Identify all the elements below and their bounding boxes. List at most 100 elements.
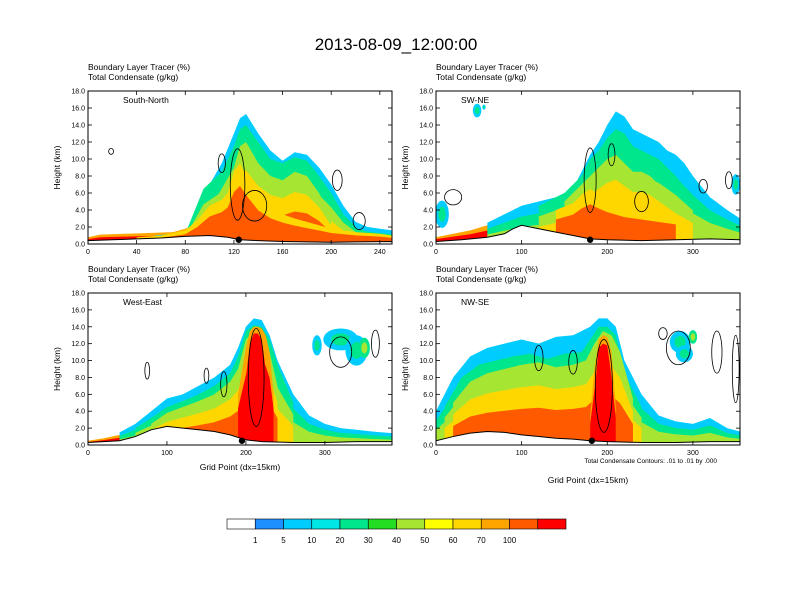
panels: 0.0 2.0 4.0 6.0 8.0 10.0 12.0 14.0 16.0 18.0 0 40 80… xyxy=(52,62,741,485)
x-tick-label: 0 xyxy=(434,450,438,457)
tracer-blob-core-2 xyxy=(679,349,690,359)
y-tick-label: 12.0 xyxy=(419,341,433,348)
panel-header-line-1: Total Condensate (g/kg) xyxy=(88,72,178,82)
plot-area xyxy=(88,293,392,445)
plot-area xyxy=(436,293,740,445)
x-tick-label: 0 xyxy=(86,450,90,457)
plot-area xyxy=(436,91,740,244)
y-tick-label: 16.0 xyxy=(419,106,433,113)
panel-name: SW-NE xyxy=(461,95,490,105)
condensate-contour-3 xyxy=(242,190,268,222)
y-axis-label: Height (km) xyxy=(400,145,410,189)
panel-header-line-0: Boundary Layer Tracer (%) xyxy=(436,62,538,72)
condensate-contour-3 xyxy=(444,189,463,206)
x-tick-label: 100 xyxy=(161,450,173,457)
tracer-plume-5-band-1 xyxy=(555,204,676,244)
plot-area xyxy=(88,91,420,244)
y-tick-label: 4.0 xyxy=(75,409,85,416)
contour-note: Total Condensate Contours: .01 to .01 by… xyxy=(584,458,717,465)
panel-header-line-0: Boundary Layer Tracer (%) xyxy=(436,264,538,274)
panel-header-line-0: Boundary Layer Tracer (%) xyxy=(88,62,190,72)
condensate-contour-0 xyxy=(247,328,265,427)
x-tick-label: 100 xyxy=(516,450,528,457)
panel-name: NW-SE xyxy=(461,297,490,307)
colorbar-swatch-2 xyxy=(283,518,313,530)
tracer-blob-core-3 xyxy=(733,178,739,191)
x-tick-label: 100 xyxy=(516,249,528,256)
x-tick-label: 80 xyxy=(181,249,189,256)
y-tick-label: 18.0 xyxy=(71,291,85,298)
y-tick-label: 14.0 xyxy=(71,324,85,331)
x-axis-label: Grid Point (dx=15km) xyxy=(200,462,281,472)
y-tick-label: 12.0 xyxy=(71,140,85,147)
panel-1: 0.0 2.0 4.0 6.0 8.0 10.0 12.0 14.0 16.0 18.0 0 100 2… xyxy=(400,62,741,256)
x-tick-label: 0 xyxy=(86,249,90,256)
x-axis-label: Grid Point (dx=15km) xyxy=(548,475,629,485)
y-tick-label: 0.0 xyxy=(75,443,85,450)
condensate-contour-5 xyxy=(203,367,210,384)
panel-header-line-1: Total Condensate (g/kg) xyxy=(88,274,178,284)
colorbar-label: 10 xyxy=(307,536,316,545)
tracer-blob-core-3 xyxy=(314,339,320,351)
condensate-contour-0 xyxy=(583,147,597,213)
location-marker xyxy=(238,437,246,444)
condensate-contour-4 xyxy=(352,212,366,230)
colorbar-swatch-7 xyxy=(424,518,454,530)
tracer-blob-core-2 xyxy=(438,206,446,222)
y-tick-label: 6.0 xyxy=(423,191,433,198)
colorbar-swatch-6 xyxy=(396,518,426,530)
y-tick-label: 18.0 xyxy=(71,89,85,96)
y-tick-label: 4.0 xyxy=(423,409,433,416)
condensate-contour-2 xyxy=(634,190,649,213)
condensate-contour-4 xyxy=(711,330,723,374)
condensate-contour-4 xyxy=(371,329,380,358)
y-tick-label: 2.0 xyxy=(75,225,85,232)
x-tick-label: 160 xyxy=(277,249,289,256)
colorbar-label: 5 xyxy=(281,536,286,545)
y-tick-label: 16.0 xyxy=(71,106,85,113)
y-tick-label: 2.0 xyxy=(75,426,85,433)
location-marker xyxy=(235,236,242,243)
colorbar-label: 40 xyxy=(392,536,401,545)
condensate-contour-2 xyxy=(332,169,343,191)
colorbar-swatch-3 xyxy=(311,518,341,530)
y-tick-label: 0.0 xyxy=(423,443,433,450)
tracer-blob-core-1 xyxy=(483,105,485,109)
tracer-blob-1 xyxy=(413,186,420,196)
tracer-blob-core-1 xyxy=(690,333,696,341)
colorbar-swatch-1 xyxy=(254,518,284,530)
condensate-contour-2 xyxy=(144,361,150,380)
x-tick-label: 300 xyxy=(687,450,699,457)
condensate-contour-2 xyxy=(568,350,578,375)
condensate-contour-4 xyxy=(698,178,708,194)
plot-frame xyxy=(87,90,393,245)
x-tick-label: 200 xyxy=(240,450,252,457)
y-tick-label: 10.0 xyxy=(419,358,433,365)
y-tick-label: 0.0 xyxy=(75,242,85,249)
condensate-contour-3 xyxy=(329,336,353,368)
colorbar-label: 100 xyxy=(503,536,517,545)
colorbar-swatch-11 xyxy=(537,518,567,530)
y-tick-label: 6.0 xyxy=(75,191,85,198)
colorbar-swatch-0 xyxy=(226,518,256,530)
colorbar-label: 30 xyxy=(364,536,373,545)
y-tick-label: 14.0 xyxy=(71,123,85,130)
y-tick-label: 4.0 xyxy=(423,208,433,215)
condensate-contour-3 xyxy=(665,330,691,366)
plot-frame xyxy=(87,292,393,446)
condensate-contour-6 xyxy=(731,334,740,404)
y-tick-label: 6.0 xyxy=(75,392,85,399)
colorbar-swatch-9 xyxy=(480,518,510,530)
plot-frame xyxy=(435,90,741,245)
condensate-contour-5 xyxy=(725,171,733,190)
panel-3: 0.0 2.0 4.0 6.0 8.0 10.0 12.0 14.0 16.0 18.0 0 100 2… xyxy=(400,264,741,485)
panel-name: South-North xyxy=(123,95,169,105)
x-tick-label: 300 xyxy=(687,249,699,256)
colorbar-swatch-4 xyxy=(339,518,369,530)
tracer-plume-6-band-0 xyxy=(594,343,612,445)
y-tick-label: 12.0 xyxy=(419,140,433,147)
colorbar-label: 20 xyxy=(336,536,345,545)
tracer-blob-core-1 xyxy=(414,188,418,194)
y-tick-label: 8.0 xyxy=(75,375,85,382)
tracer-blob-core-0 xyxy=(474,106,480,115)
